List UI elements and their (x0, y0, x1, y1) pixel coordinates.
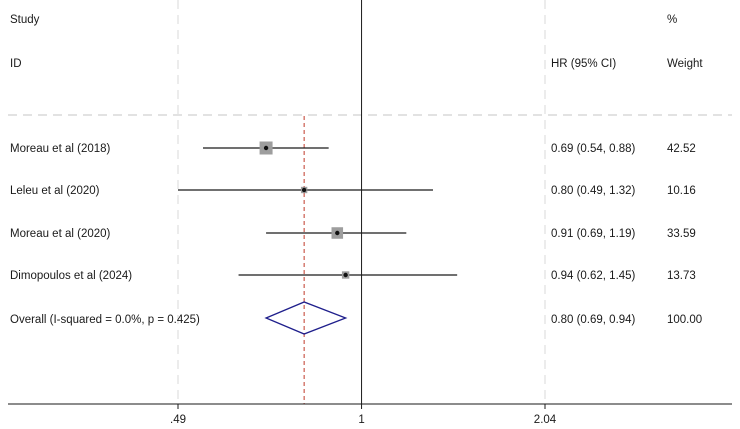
study-hr-ci: 0.80 (0.49, 1.32) (551, 185, 636, 197)
header-weight: Weight (667, 58, 703, 70)
study-label: Leleu et al (2020) (10, 185, 100, 197)
point-estimate (301, 187, 307, 193)
study-weight: 33.59 (667, 228, 696, 240)
x-tick-label: 2.04 (534, 414, 557, 426)
study-hr-ci: 0.91 (0.69, 1.19) (551, 228, 636, 240)
overall-weight: 100.00 (667, 314, 702, 326)
chart-marks (178, 0, 458, 404)
point-estimate (263, 145, 269, 151)
overall-hr-ci: 0.80 (0.69, 0.94) (551, 314, 636, 326)
study-label: Dimopoulos et al (2024) (10, 270, 132, 282)
study-label: Moreau et al (2020) (10, 228, 111, 240)
study-hr-ci: 0.69 (0.54, 0.88) (551, 143, 636, 155)
study-weight: 13.73 (667, 270, 696, 282)
grid-lines (177, 0, 546, 404)
header-percent: % (667, 14, 677, 26)
header-study: Study (10, 14, 40, 26)
study-weight: 42.52 (667, 143, 696, 155)
point-estimate (335, 230, 340, 236)
overall-diamond (264, 301, 348, 335)
study-label: Moreau et al (2018) (10, 143, 111, 155)
point-estimate (343, 272, 348, 278)
study-weight: 10.16 (667, 185, 696, 197)
study-hr-ci: 0.94 (0.62, 1.45) (551, 270, 636, 282)
overall-label: Overall (I-squared = 0.0%, p = 0.425) (10, 314, 200, 326)
header-id: ID (10, 58, 22, 70)
x-tick-label: 1 (358, 414, 364, 426)
study-rows: Moreau et al (2018) 0.69 (0.54, 0.88) 42… (10, 143, 702, 326)
x-tick-label: .49 (170, 414, 186, 426)
header-hr-ci: HR (95% CI) (551, 58, 616, 70)
x-axis-ticks: .49 1 2.04 (170, 404, 557, 426)
